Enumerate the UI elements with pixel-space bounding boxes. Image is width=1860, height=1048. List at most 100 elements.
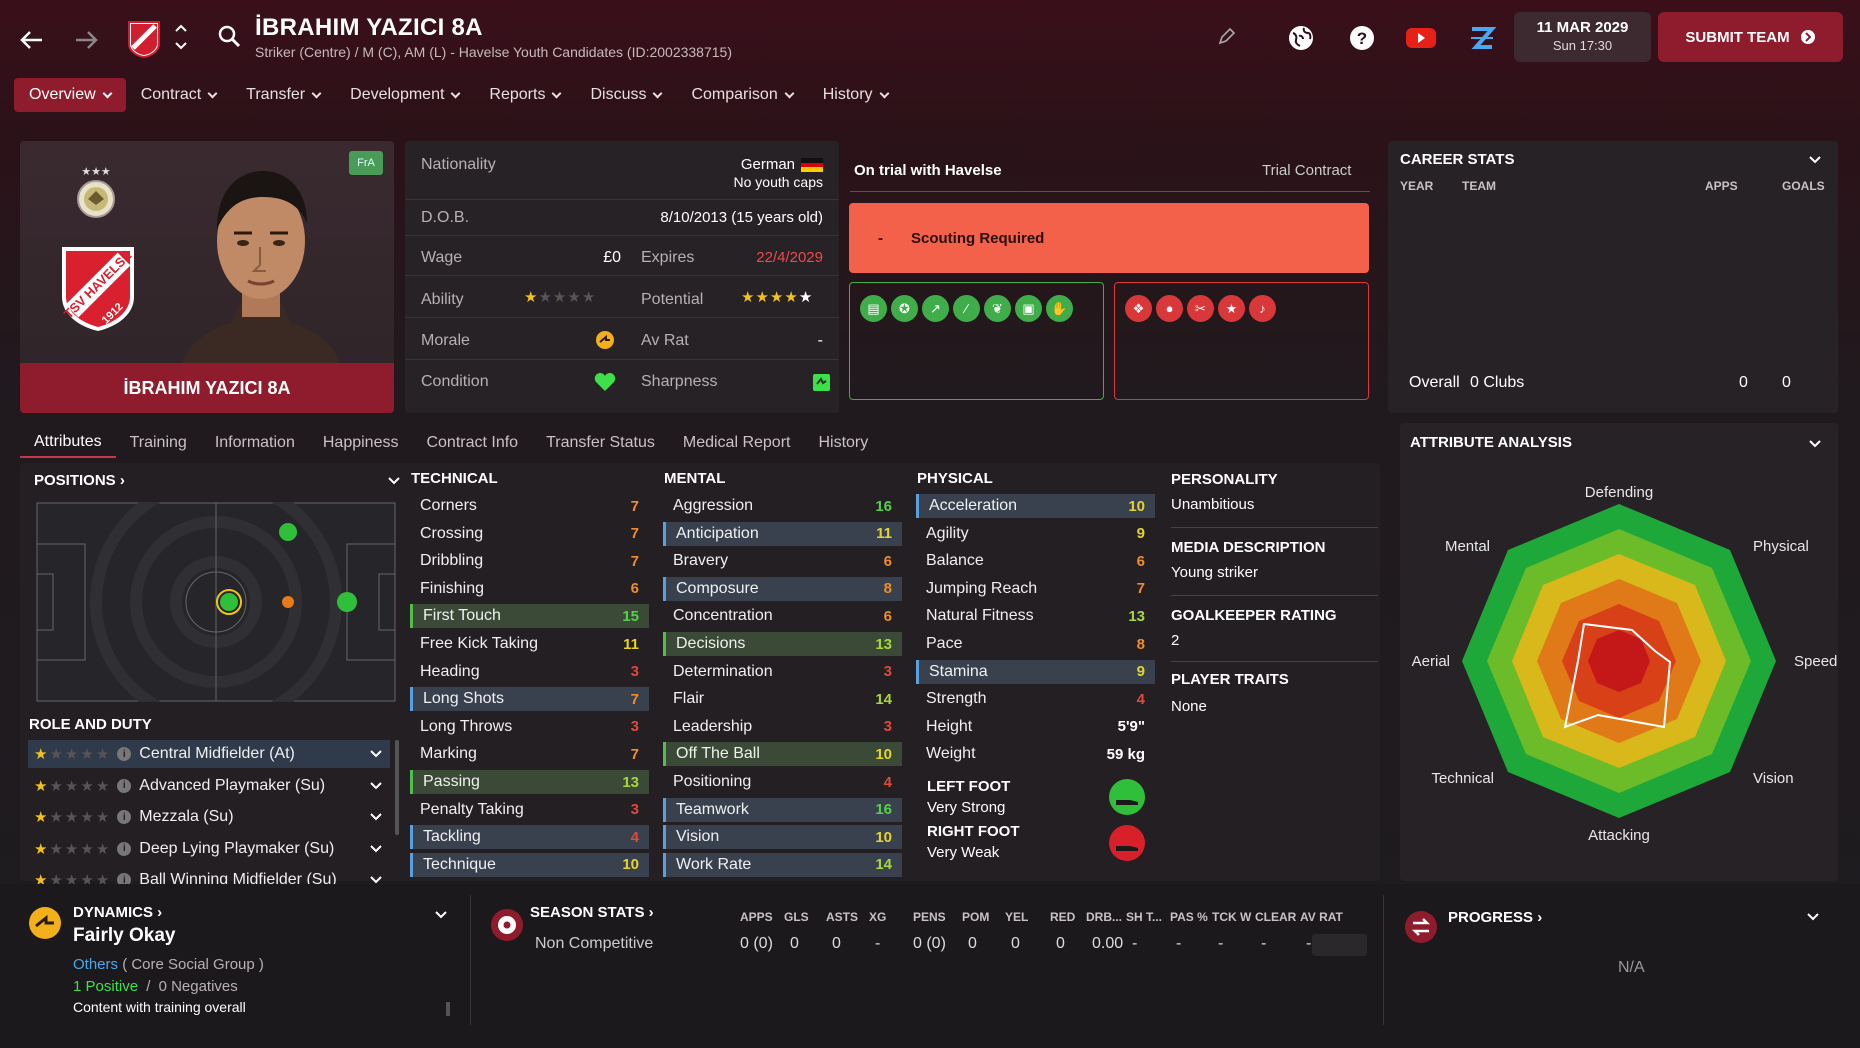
attribute-row[interactable]: Composure 8: [663, 576, 902, 601]
group-link[interactable]: Others: [73, 956, 119, 973]
attribute-row[interactable]: Marking 7: [410, 742, 649, 766]
forward-button[interactable]: [68, 22, 104, 58]
attribute-row[interactable]: Dribbling 7: [410, 549, 649, 573]
season-col-header[interactable]: APPS: [740, 910, 773, 924]
search-button[interactable]: [218, 25, 242, 49]
scouting-required-banner[interactable]: - Scouting Required: [849, 203, 1369, 273]
club-crest-small[interactable]: [126, 18, 162, 58]
star-icon[interactable]: ★: [1218, 295, 1245, 322]
attribute-row[interactable]: Acceleration 10: [916, 494, 1155, 518]
attribute-row[interactable]: Leadership 3: [663, 715, 902, 739]
positions-collapse[interactable]: [387, 476, 401, 486]
attribute-row[interactable]: Vision 10: [663, 825, 902, 850]
attribute-row[interactable]: Technique 10: [410, 852, 649, 877]
nav-overview[interactable]: Overview: [14, 78, 126, 112]
attribute-row[interactable]: Natural Fitness 13: [916, 604, 1155, 628]
season-col-header[interactable]: CLEAR: [1255, 910, 1297, 924]
tab-transfer-status[interactable]: Transfer Status: [546, 434, 655, 451]
season-col-header[interactable]: PAS %: [1170, 910, 1208, 924]
info-icon[interactable]: i: [117, 778, 132, 793]
info-icon[interactable]: i: [117, 810, 132, 824]
attribute-row[interactable]: Height 5'9": [916, 715, 1155, 739]
nav-reports[interactable]: Reports: [474, 78, 575, 112]
tactics-button[interactable]: [1468, 24, 1496, 52]
notebook-icon[interactable]: ▤: [860, 295, 887, 322]
attribute-row[interactable]: Pace 8: [916, 632, 1155, 656]
attribute-row[interactable]: Agility 9: [916, 522, 1155, 546]
attribute-row[interactable]: Aggression 16: [663, 494, 902, 518]
attribute-row[interactable]: Passing 13: [410, 770, 649, 794]
attribute-row[interactable]: Teamwork 16: [663, 797, 902, 822]
attribute-row[interactable]: Finishing 6: [410, 577, 649, 601]
attribute-row[interactable]: Decisions 13: [663, 632, 902, 656]
season-col-header[interactable]: DRB...: [1086, 910, 1122, 924]
edit-button[interactable]: [1217, 28, 1235, 46]
nav-contract[interactable]: Contract: [126, 78, 231, 112]
footprints-icon[interactable]: ❖: [1125, 295, 1152, 322]
chevron-down-icon[interactable]: [370, 844, 382, 853]
leaf-icon[interactable]: ❦: [984, 295, 1011, 322]
attribute-row[interactable]: Long Throws 3: [410, 715, 649, 739]
video-button[interactable]: [1405, 26, 1437, 50]
season-col-header[interactable]: XG: [869, 910, 887, 924]
tab-medical-report[interactable]: Medical Report: [682, 434, 791, 451]
info-icon[interactable]: i: [117, 747, 132, 761]
role-row[interactable]: ★ ★ ★ ★ ★ i Deep Lying Playmaker (Su): [28, 835, 390, 863]
attribute-row[interactable]: Concentration 6: [663, 604, 902, 628]
role-row[interactable]: ★ ★ ★ ★ ★ i Advanced Playmaker (Su): [28, 772, 390, 800]
season-col-header[interactable]: SH T...: [1126, 910, 1163, 924]
role-row[interactable]: ★ ★ ★ ★ ★ i Central Midfielder (At): [28, 740, 390, 768]
attribute-row[interactable]: Heading 3: [410, 660, 649, 684]
season-col-header[interactable]: POM: [962, 910, 990, 924]
date-display[interactable]: 11 MAR 2029 Sun 17:30: [1514, 12, 1651, 62]
season-col-header[interactable]: RED: [1050, 910, 1076, 924]
attribute-row[interactable]: Jumping Reach 7: [916, 577, 1155, 601]
nav-transfer[interactable]: Transfer: [231, 78, 335, 112]
chevron-down-icon[interactable]: [370, 876, 382, 884]
tab-history[interactable]: History: [818, 434, 869, 451]
attribute-row[interactable]: First Touch 15: [410, 604, 649, 629]
attribute-row[interactable]: Flair 14: [663, 687, 902, 711]
positions-title[interactable]: POSITIONS ›: [34, 472, 125, 489]
season-col-header[interactable]: YEL: [1005, 910, 1029, 924]
back-button[interactable]: [14, 22, 50, 58]
tab-attributes[interactable]: Attributes: [20, 428, 116, 458]
attribute-row[interactable]: Weight 59 kg: [916, 742, 1155, 766]
player-switch-arrows[interactable]: [174, 22, 188, 52]
tab-happiness[interactable]: Happiness: [322, 434, 399, 451]
tab-contract-info[interactable]: Contract Info: [426, 434, 519, 451]
submit-team-button[interactable]: SUBMIT TEAM: [1658, 12, 1843, 62]
tab-training[interactable]: Training: [129, 434, 187, 451]
attribute-row[interactable]: Work Rate 14: [663, 852, 902, 877]
ball-icon[interactable]: ✪: [891, 295, 918, 322]
attribute-row[interactable]: Tackling 4: [410, 825, 649, 850]
trend-up-icon[interactable]: ↗: [922, 295, 949, 322]
attribute-row[interactable]: Free Kick Taking 11: [410, 632, 649, 656]
season-col-header[interactable]: ASTS: [826, 910, 859, 924]
season-col-header[interactable]: TCK W: [1212, 910, 1252, 924]
foot-icon[interactable]: ♪: [1249, 295, 1276, 322]
info-icon[interactable]: i: [117, 873, 132, 887]
attribute-row[interactable]: Corners 7: [410, 494, 649, 518]
nav-development[interactable]: Development: [335, 78, 474, 112]
tab-information[interactable]: Information: [214, 434, 295, 451]
dynamics-title[interactable]: DYNAMICS ›: [73, 904, 163, 921]
progress-title[interactable]: PROGRESS ›: [1448, 909, 1543, 926]
attribute-row[interactable]: Anticipation 11: [663, 521, 902, 546]
progress-collapse[interactable]: [1806, 912, 1820, 922]
attribute-row[interactable]: Long Shots 7: [410, 687, 649, 712]
chevron-down-icon[interactable]: [370, 750, 382, 758]
attribute-row[interactable]: Bravery 6: [663, 549, 902, 573]
attribute-row[interactable]: Off The Ball 10: [663, 742, 902, 767]
dynamics-scrollbar[interactable]: [446, 1002, 450, 1016]
chevron-down-icon[interactable]: [370, 781, 382, 790]
hand-icon[interactable]: ✋: [1046, 295, 1073, 322]
attribute-row[interactable]: Determination 3: [663, 660, 902, 684]
season-col-header[interactable]: AV RAT: [1300, 910, 1343, 924]
attribute-row[interactable]: Positioning 4: [663, 770, 902, 794]
nav-discuss[interactable]: Discuss: [575, 78, 676, 112]
nav-comparison[interactable]: Comparison: [676, 78, 807, 112]
season-title[interactable]: SEASON STATS ›: [530, 904, 654, 921]
season-col-header[interactable]: GLS: [784, 910, 809, 924]
season-col-header[interactable]: PENS: [913, 910, 946, 924]
